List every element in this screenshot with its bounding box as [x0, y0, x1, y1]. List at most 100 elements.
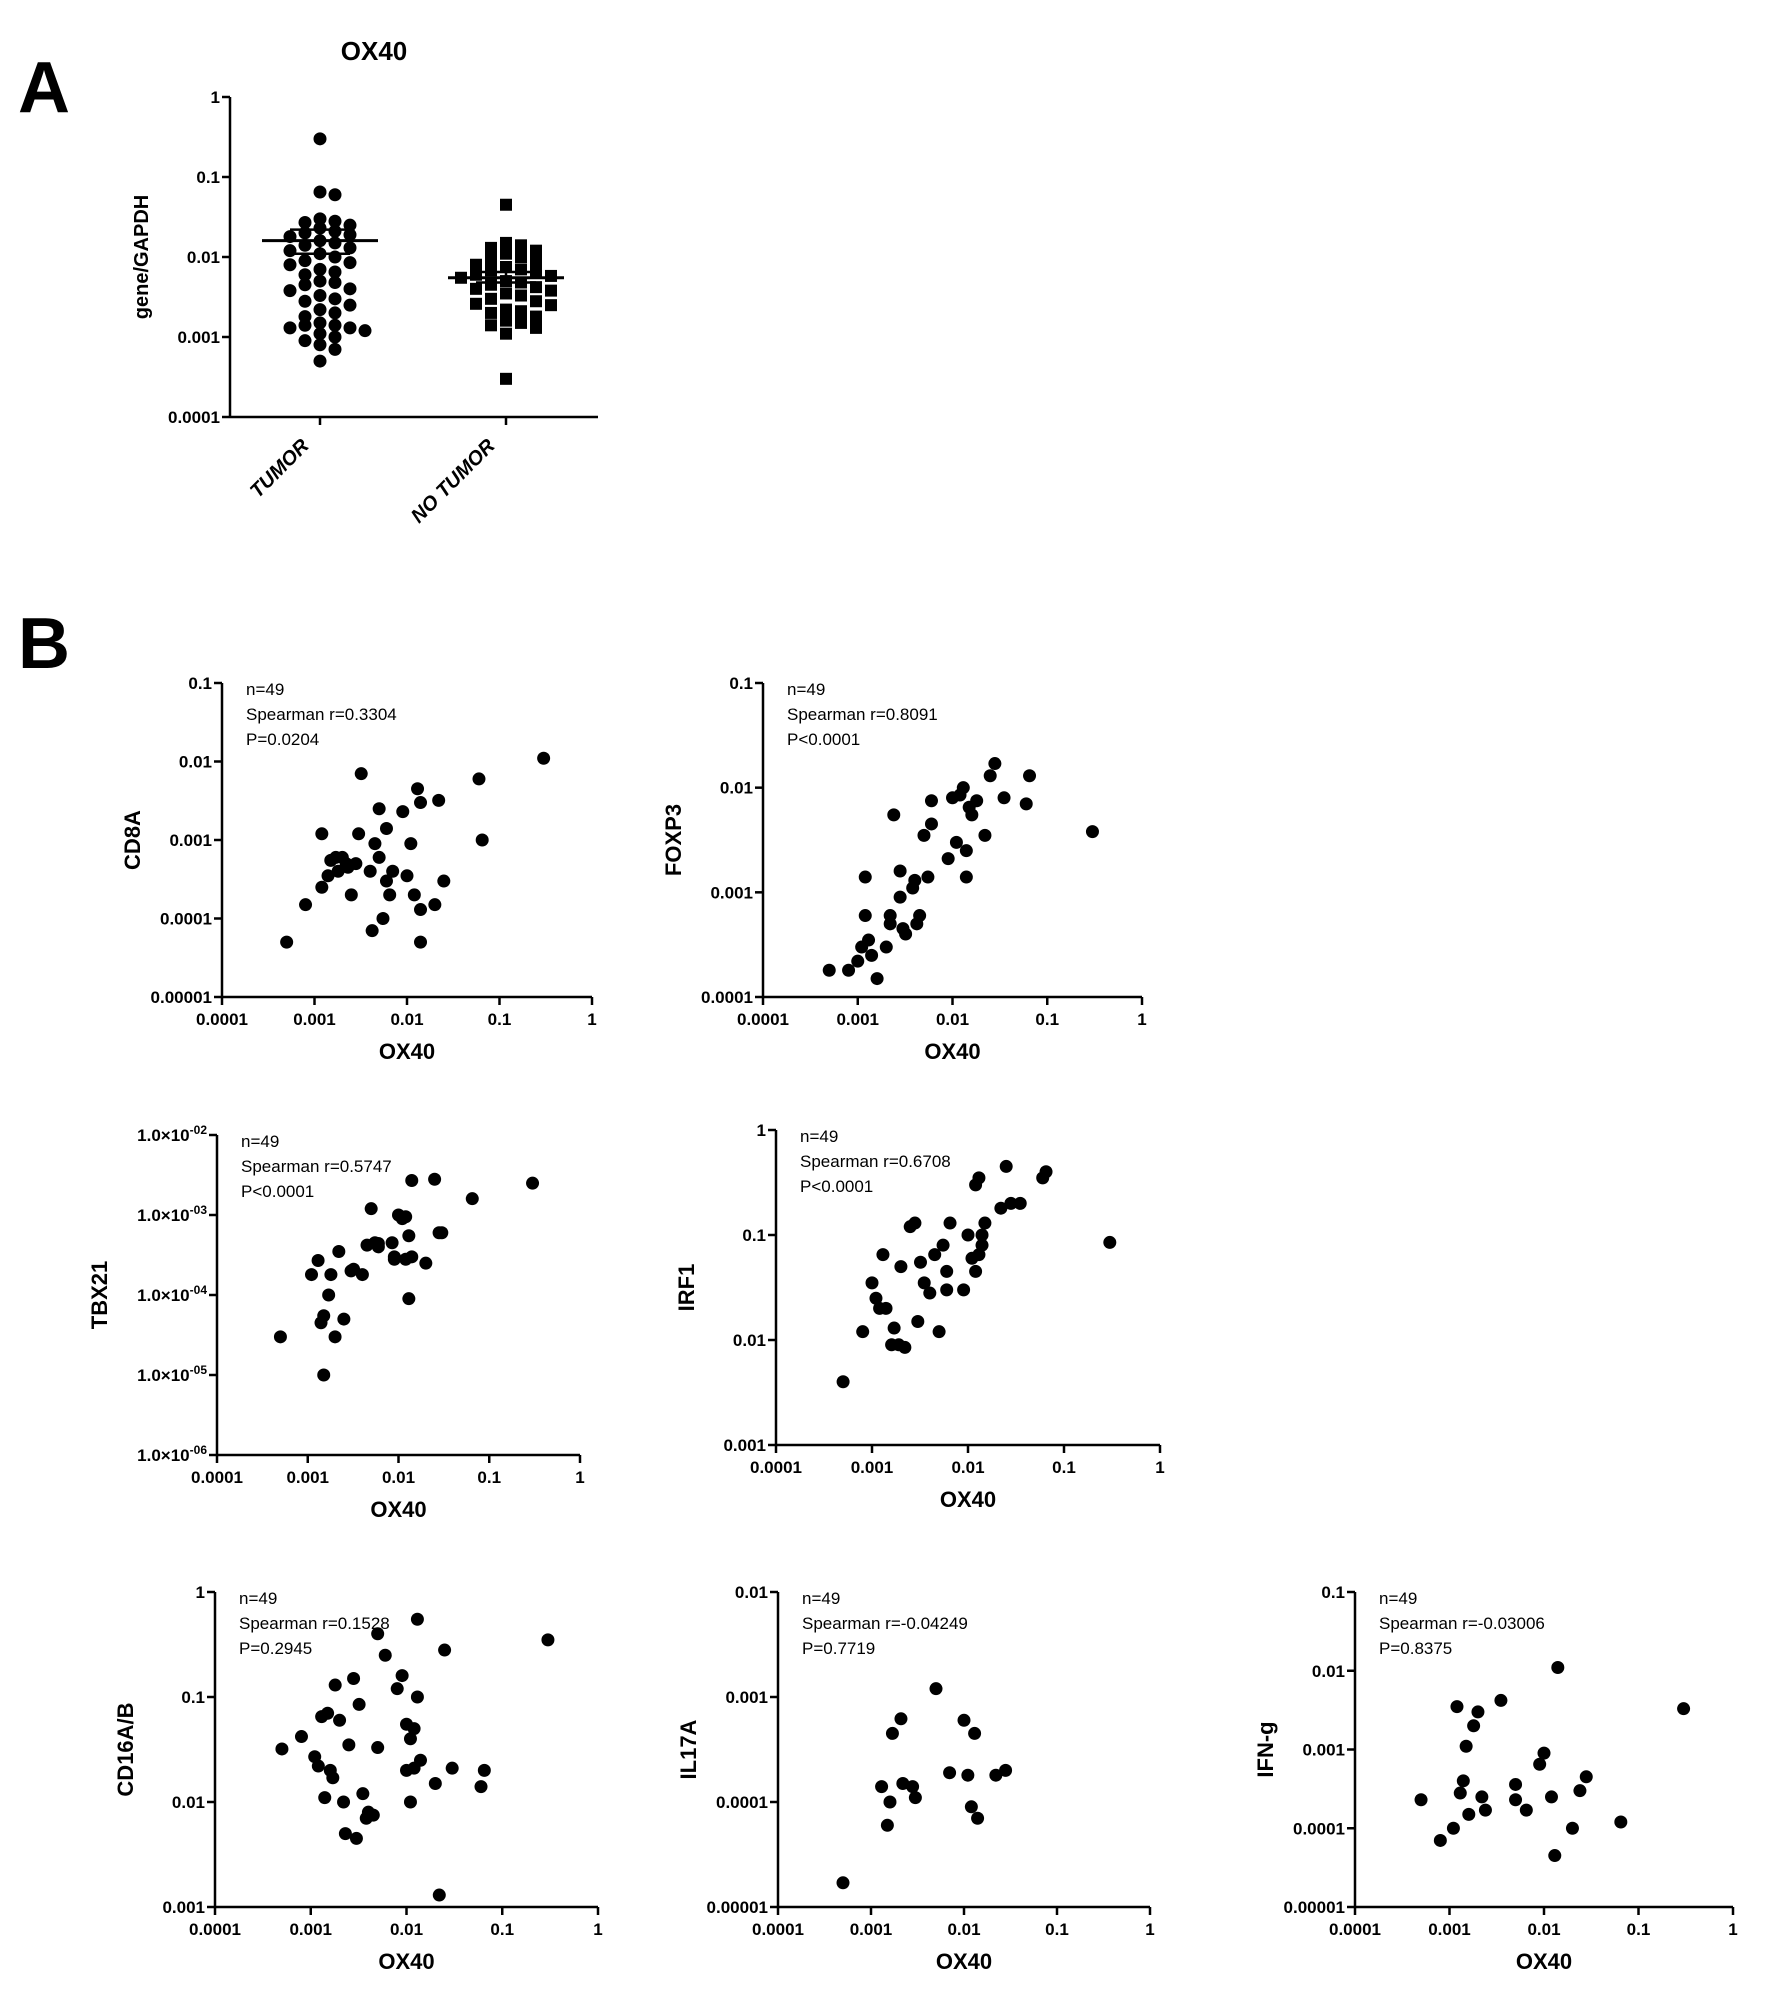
data-point — [1453, 1786, 1467, 1800]
chart-foxp3: 0.0001 0.001 0.01 0.1 FOXP3 0.0001 0.001 0.01 0.… — [661, 674, 1147, 1064]
data-point-square — [515, 251, 527, 263]
data-point — [1467, 1719, 1481, 1733]
data-point — [957, 1713, 971, 1727]
data-point — [898, 1340, 912, 1354]
data-point — [313, 185, 327, 199]
y-tick-label: 0.00001 — [151, 988, 212, 1007]
data-point — [403, 1795, 417, 1809]
data-point — [887, 808, 901, 822]
data-point — [343, 228, 357, 242]
x-tick-label: 0.0001 — [189, 1920, 241, 1939]
x-tick-label: 0.0001 — [750, 1458, 802, 1477]
y-tick-label: 0.001 — [1302, 1741, 1345, 1760]
data-point — [1019, 797, 1033, 811]
stat-annotation: n=49 — [787, 680, 825, 699]
data-point — [968, 1726, 982, 1740]
data-point — [283, 258, 297, 272]
chart-cd16a-b: 0.001 0.01 0.1 1 CD16A/B 0.0001 0.001 0.01 0.1 1 O… — [113, 1583, 603, 1974]
data-point-square — [470, 282, 482, 295]
stat-annotation: P<0.0001 — [241, 1182, 314, 1201]
data-point — [880, 1818, 894, 1832]
data-point — [399, 1210, 413, 1224]
y-tick-label: 0.1 — [188, 674, 212, 693]
data-point — [941, 852, 955, 866]
y-tick-label: 0.01 — [172, 1793, 205, 1812]
data-point — [474, 1780, 488, 1794]
data-point — [851, 954, 865, 968]
data-point — [428, 1172, 442, 1186]
data-point — [328, 1678, 342, 1692]
data-point — [842, 963, 856, 977]
stat-annotation: P=0.7719 — [802, 1639, 875, 1658]
data-point — [972, 1171, 986, 1185]
x-tick-label: 0.01 — [382, 1468, 415, 1487]
data-point — [432, 793, 446, 807]
y-axis-label: CD16A/B — [113, 1702, 138, 1796]
data-point — [315, 880, 329, 894]
data-point-square — [485, 306, 497, 319]
data-point — [929, 1682, 943, 1696]
data-point — [879, 940, 893, 954]
data-point — [428, 1777, 442, 1791]
data-point — [435, 1226, 449, 1240]
data-point — [1004, 1196, 1018, 1210]
data-point-square — [515, 263, 527, 276]
x-tick-label: 0.001 — [1428, 1920, 1471, 1939]
x-category-label: TUMOR — [246, 435, 314, 503]
data-point — [1471, 1705, 1485, 1719]
data-point-square — [500, 327, 512, 340]
data-point — [343, 241, 357, 255]
data-point — [332, 1244, 346, 1258]
data-point — [1533, 1757, 1547, 1771]
data-point-square — [500, 303, 512, 316]
data-point — [911, 1315, 925, 1329]
y-tick-label: 1.0×10-05 — [137, 1363, 207, 1385]
data-point — [883, 909, 897, 923]
data-point — [313, 354, 327, 368]
data-point-square — [500, 236, 512, 249]
data-point — [414, 796, 428, 810]
data-point-square — [470, 297, 482, 310]
data-point — [869, 1291, 883, 1305]
data-point — [390, 1682, 404, 1696]
y-tick-label: 0.1 — [196, 168, 220, 187]
data-point — [378, 1648, 392, 1662]
x-axis-label: OX40 — [378, 1949, 434, 1974]
data-point — [959, 870, 973, 884]
data-point — [875, 1780, 889, 1794]
data-point — [983, 769, 997, 783]
data-point — [324, 1268, 338, 1282]
data-point-square — [515, 239, 527, 252]
x-tick-label: 0.1 — [477, 1468, 501, 1487]
data-point — [317, 1368, 331, 1382]
y-tick-label: 0.1 — [1321, 1583, 1345, 1602]
y-tick-label: 0.01 — [720, 779, 753, 798]
data-point — [965, 808, 979, 822]
data-point-square — [500, 314, 512, 327]
x-tick-label: 0.1 — [1045, 1920, 1069, 1939]
data-point — [305, 1268, 319, 1282]
data-point — [405, 1173, 419, 1187]
data-point — [328, 318, 342, 332]
data-point — [364, 1202, 378, 1216]
data-point — [280, 935, 294, 949]
data-point — [342, 1738, 356, 1752]
data-point-square — [515, 289, 527, 302]
x-tick-label: 0.01 — [947, 1920, 980, 1939]
data-point — [1446, 1821, 1460, 1835]
data-point-square — [470, 258, 482, 271]
data-point — [298, 254, 312, 268]
data-point — [299, 898, 313, 912]
x-tick-label: 0.001 — [286, 1468, 329, 1487]
data-point — [349, 857, 363, 871]
stat-annotation: Spearman r=-0.03006 — [1379, 1614, 1545, 1633]
data-point — [893, 864, 907, 878]
data-point — [917, 828, 931, 842]
data-point — [959, 844, 973, 858]
x-tick-label: 0.01 — [390, 1920, 423, 1939]
data-point — [893, 890, 907, 904]
data-point — [404, 837, 418, 851]
data-point — [932, 1325, 946, 1339]
data-point-square — [530, 321, 542, 334]
data-point — [407, 1722, 421, 1736]
